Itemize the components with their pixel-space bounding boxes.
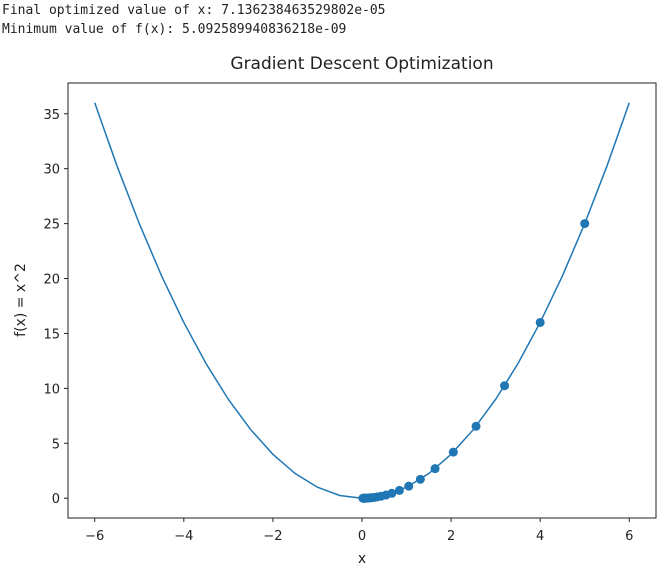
console-line: Final optimized value of x: 7.1362384635… — [2, 3, 386, 18]
y-tick-label: 25 — [43, 218, 60, 233]
plot-frame — [67, 82, 657, 519]
y-tick-label: 35 — [43, 108, 60, 123]
x-tick-label: 6 — [625, 529, 633, 544]
y-tick-label: 0 — [52, 492, 60, 507]
point — [448, 447, 458, 457]
x-axis-label: x — [358, 551, 366, 567]
point — [535, 317, 545, 327]
x-tick-label: −6 — [85, 529, 104, 544]
point — [358, 493, 368, 503]
point — [430, 464, 440, 474]
point — [415, 474, 425, 484]
x-tick-label: −4 — [174, 529, 193, 544]
x-tick-label: 2 — [447, 529, 455, 544]
curve — [94, 102, 630, 499]
point — [471, 421, 481, 431]
console-output: Final optimized value of x: 7.1362384635… — [2, 1, 386, 39]
x-tick-label: 4 — [536, 529, 544, 544]
y-axis-label: f(x) = x^2 — [13, 263, 29, 337]
y-tick-label: 20 — [43, 273, 60, 288]
console-line: Minimum value of f(x): 5.092589940836218… — [2, 22, 347, 37]
point — [580, 219, 590, 229]
y-tick-label: 15 — [43, 327, 60, 342]
point — [394, 485, 404, 495]
y-tick-label: 10 — [43, 382, 60, 397]
x-tick-label: −2 — [263, 529, 282, 544]
point — [500, 381, 510, 391]
x-tick-label: 0 — [358, 529, 366, 544]
y-tick-label: 5 — [52, 437, 60, 452]
y-tick-label: 30 — [43, 163, 60, 178]
chart-title: Gradient Descent Optimization — [230, 54, 493, 74]
point — [404, 481, 414, 491]
